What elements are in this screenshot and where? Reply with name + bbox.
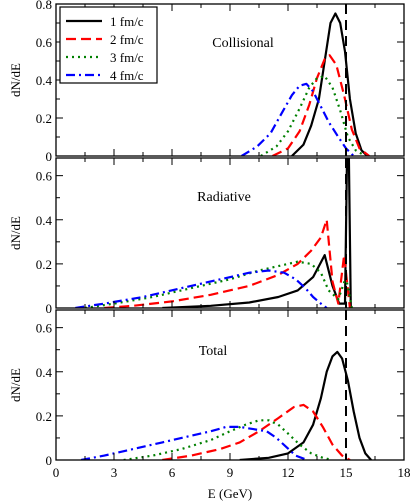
total-xtick-label: 3 bbox=[111, 465, 118, 480]
legend: 1 fm/c 2 fm/c 3 fm/c 4 fm/c bbox=[59, 6, 158, 84]
total-xtick-label: 0 bbox=[53, 465, 60, 480]
collisional-ytick-label: 0.2 bbox=[36, 111, 52, 126]
collisional-ytick-label: 0 bbox=[46, 149, 53, 164]
radiative-ytick-label: 0 bbox=[46, 301, 53, 316]
total-xtick-label: 15 bbox=[340, 465, 353, 480]
collisional-panel: Collisional 0 0.2 0.4 0.6 0.8 dN/dE bbox=[8, 0, 405, 164]
total-title: Total bbox=[199, 344, 228, 359]
total-xtick-label: 12 bbox=[282, 465, 295, 480]
radiative-series-1-fm-c bbox=[162, 158, 352, 308]
collisional-series-1-fm-c bbox=[291, 12, 369, 156]
radiative-frame bbox=[55, 157, 405, 309]
radiative-ytick-label: 0.6 bbox=[36, 169, 53, 184]
legend-label-2-fm-c: 2 fm/c bbox=[110, 32, 144, 47]
legend-label-1-fm-c: 1 fm/c bbox=[110, 14, 144, 29]
collisional-series-4-fm-c bbox=[241, 82, 355, 156]
total-xtick-label: 18 bbox=[398, 465, 411, 480]
total-ytick-label: 0.2 bbox=[36, 409, 52, 424]
legend-label-4-fm-c: 4 fm/c bbox=[110, 68, 144, 83]
radiative-ytick-label: 0.4 bbox=[36, 213, 53, 228]
radiative-ylabel: dN/dE bbox=[8, 216, 23, 250]
total-ytick-label: 0 bbox=[46, 453, 53, 468]
total-series-4-fm-c bbox=[80, 425, 308, 460]
collisional-ytick-label: 0.6 bbox=[36, 35, 53, 50]
total-ylabel: dN/dE bbox=[8, 368, 23, 402]
total-panel: Total 0 0.2 0.4 0.6 dN/dE 0 3 6 9 12 15 18 bbox=[8, 309, 411, 480]
radiative-title: Radiative bbox=[197, 190, 251, 205]
collisional-series-3-fm-c bbox=[260, 75, 366, 156]
collisional-title: Collisional bbox=[212, 36, 274, 51]
radiative-series-4-fm-c bbox=[75, 269, 328, 308]
radiative-ytick-label: 0.2 bbox=[36, 257, 52, 272]
radiative-series-3-fm-c bbox=[84, 260, 353, 308]
x-axis-label: E (GeV) bbox=[208, 486, 252, 501]
legend-label-3-fm-c: 3 fm/c bbox=[110, 50, 144, 65]
collisional-series-2-fm-c bbox=[272, 54, 370, 156]
total-series-1-fm-c bbox=[239, 350, 372, 460]
radiative-series-2-fm-c bbox=[104, 218, 351, 308]
total-ytick-label: 0.6 bbox=[36, 321, 53, 336]
collisional-ytick-label: 0.4 bbox=[36, 73, 53, 88]
total-series-2-fm-c bbox=[162, 403, 351, 460]
legend-box bbox=[59, 6, 158, 84]
total-xtick-label: 9 bbox=[227, 465, 234, 480]
collisional-ylabel: dN/dE bbox=[8, 63, 23, 97]
collisional-ytick-label: 0.8 bbox=[36, 0, 52, 12]
total-xtick-label: 6 bbox=[169, 465, 176, 480]
total-ytick-label: 0.4 bbox=[36, 365, 53, 380]
total-series-3-fm-c bbox=[123, 419, 333, 460]
total-frame bbox=[55, 309, 405, 461]
radiative-panel: Radiative 0 0.2 0.4 0.6 dN/dE bbox=[8, 157, 405, 316]
